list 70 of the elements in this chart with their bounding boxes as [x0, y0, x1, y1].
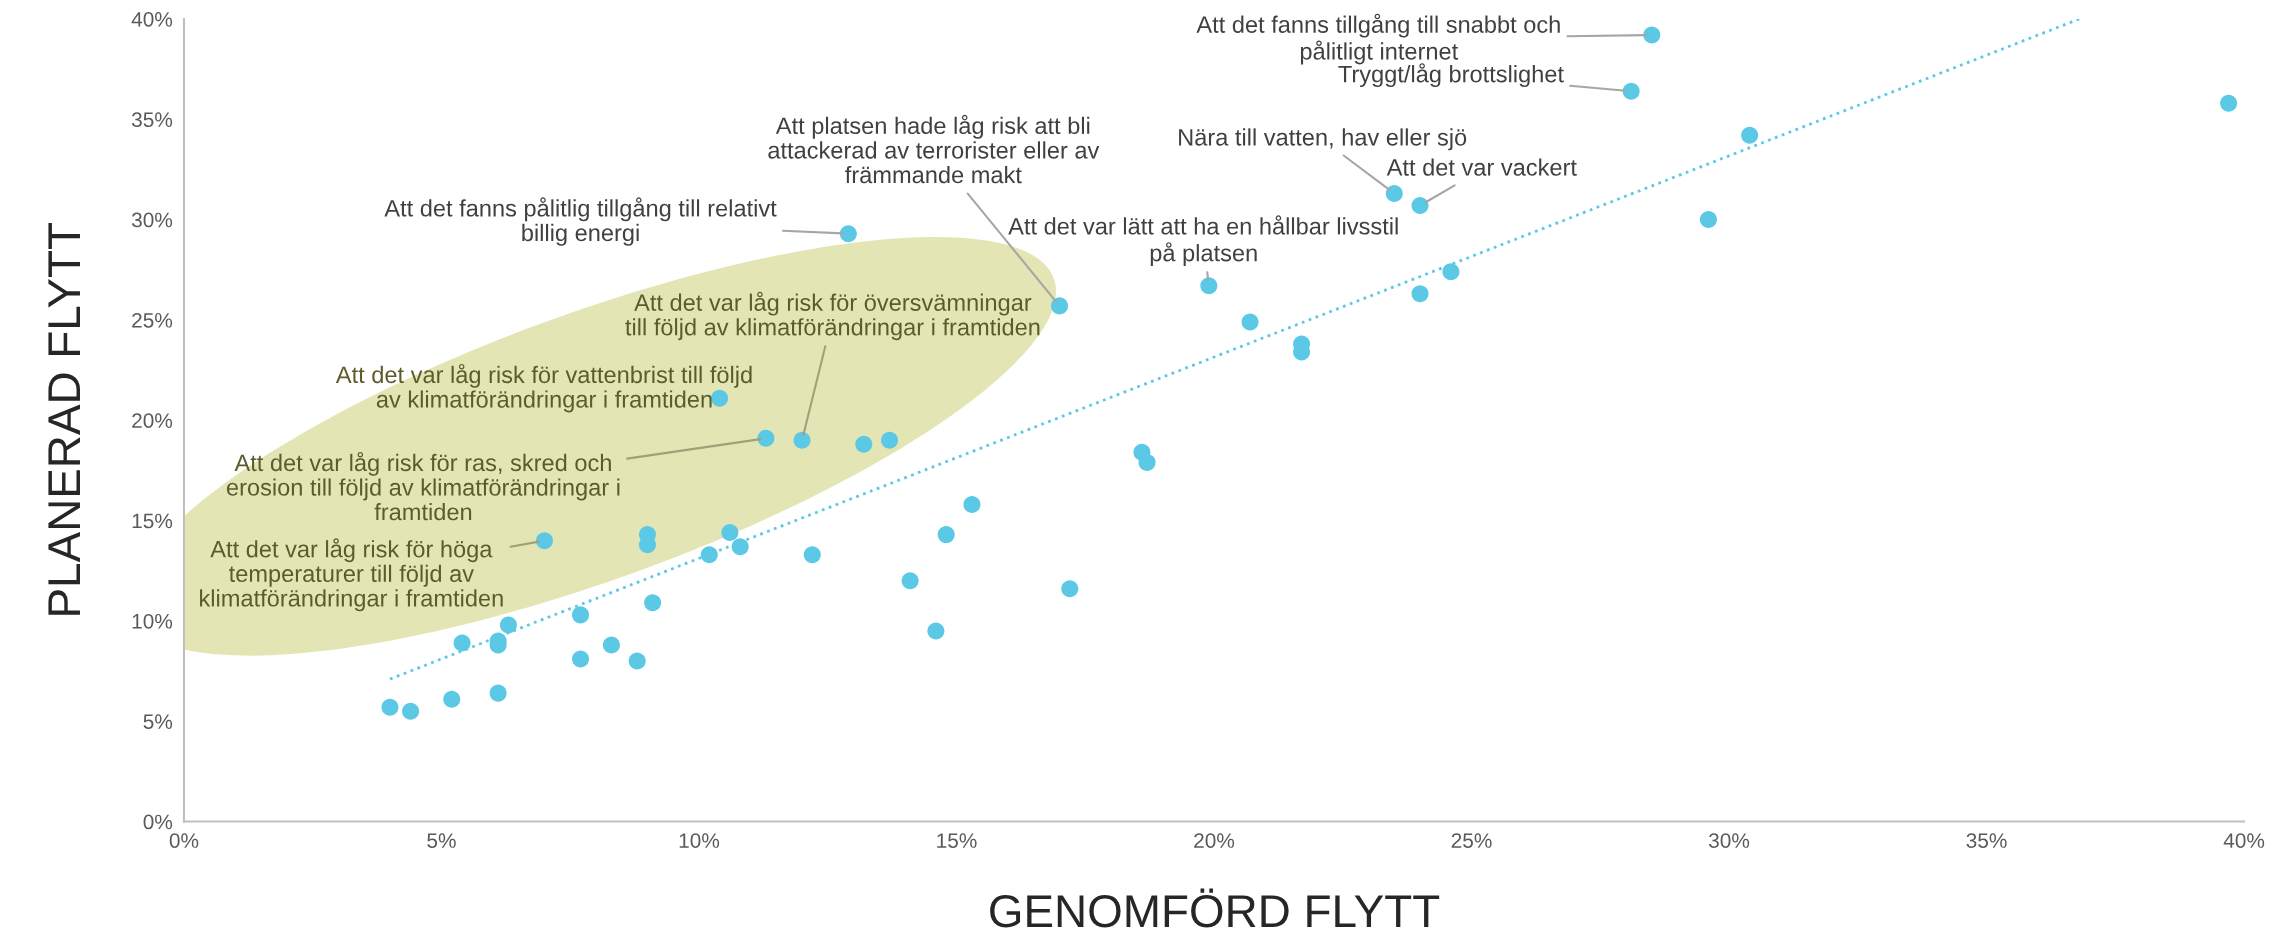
point — [1699, 211, 1717, 229]
point — [1411, 197, 1429, 215]
point — [489, 684, 507, 702]
y-tick-label: 30% — [131, 212, 173, 228]
annotation: Nära till vatten, hav eller sjö — [1179, 128, 1467, 151]
x-axis-title: GENOMFÖRD FLYTT — [990, 888, 1440, 928]
y-tick-label: 15% — [132, 513, 173, 529]
point — [839, 225, 857, 243]
x-tick-label: 10% — [679, 833, 720, 848]
point — [572, 650, 590, 668]
annotation: Att det fanns pålitlig tillgång till relativt billig energi — [384, 197, 777, 246]
point — [963, 496, 981, 514]
point — [572, 606, 590, 624]
x-tick-label: 15% — [937, 833, 977, 848]
point — [803, 546, 821, 564]
point — [1241, 313, 1259, 331]
point — [1622, 82, 1640, 100]
point — [628, 652, 646, 670]
point — [443, 690, 461, 708]
point — [1442, 263, 1460, 281]
point — [499, 616, 517, 634]
y-tick-label: 35% — [131, 112, 173, 128]
annotation: Att det var vackert — [1386, 158, 1577, 176]
annotation: Att det var lätt att ha en hållbar livsstil på platsen — [1008, 215, 1398, 267]
annotation: Att det var låg risk för höga temperaturer till följd av klimatförändringar i framtiden — [200, 538, 503, 612]
y-axis-title: PLANERAD FLYTT — [48, 223, 80, 615]
y-tick-label: 25% — [132, 312, 173, 328]
point — [2220, 94, 2238, 112]
point — [535, 532, 553, 550]
point — [731, 538, 749, 556]
annotation: Tryggt/låg brottslighet — [1338, 63, 1564, 88]
point — [1385, 185, 1403, 203]
point — [1138, 453, 1156, 471]
x-tick-label: 0% — [169, 833, 199, 848]
x-tick-label: 30% — [1708, 833, 1750, 848]
point — [700, 546, 718, 564]
point — [1051, 297, 1069, 315]
point — [381, 698, 399, 716]
y-tick-label: 20% — [132, 413, 173, 428]
point — [793, 431, 811, 449]
point — [881, 431, 899, 449]
y-tick-label: 40% — [131, 11, 173, 27]
x-tick-label: 40% — [2223, 833, 2265, 848]
point — [1643, 26, 1661, 44]
point — [937, 526, 955, 544]
annotation: Att det var låg risk för ras, skred och erosion till följd av klimatförändringar i framtiden — [226, 451, 620, 521]
point — [855, 435, 873, 453]
point — [1741, 126, 1759, 144]
point — [602, 636, 620, 654]
point — [721, 524, 739, 542]
annotation: Att det var låg risk för översvämningar till följd av klimatförändringar i framtiden — [625, 291, 1040, 341]
point — [757, 429, 775, 447]
x-tick-label: 25% — [1451, 833, 1492, 848]
point — [453, 634, 471, 652]
annotation: Att det var låg risk för vattenbrist till följd av klimatförändringar i framtiden — [335, 363, 752, 413]
point — [1200, 277, 1218, 295]
annotation: Att platsen hade låg risk att bli attackerad av terrorister eller av främmande makt — [768, 114, 1100, 184]
y-tick-label: 0% — [143, 814, 173, 830]
x-tick-label: 5% — [427, 833, 456, 848]
point — [927, 622, 945, 640]
point — [402, 702, 420, 720]
y-tick-label: 5% — [143, 714, 173, 729]
x-tick-label: 20% — [1194, 833, 1235, 848]
point — [711, 389, 729, 407]
y-tick-label: 10% — [132, 613, 173, 629]
point — [901, 572, 919, 590]
x-tick-label: 35% — [1966, 833, 2007, 848]
point — [644, 594, 662, 612]
point — [1411, 285, 1429, 303]
point — [1061, 580, 1079, 598]
